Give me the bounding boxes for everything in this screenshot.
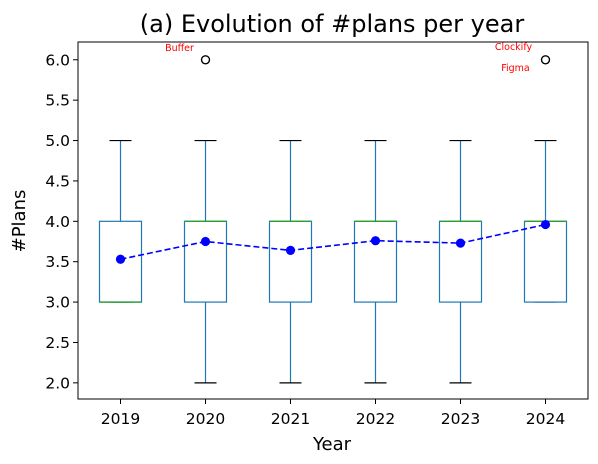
box-2020 (183, 139, 228, 384)
plot-frame (77, 41, 589, 400)
outlier-point (200, 55, 211, 65)
box-2021 (268, 139, 313, 384)
box-2019 (98, 139, 143, 303)
annotation-label: Figma (501, 63, 530, 74)
mean-point (370, 236, 381, 246)
box-iqr (438, 220, 483, 303)
y-tick-label: 2.0 (45, 374, 70, 392)
x-tick-label: 2024 (526, 410, 565, 428)
box-iqr (183, 220, 228, 303)
mean-point (285, 245, 296, 255)
chart-title: (a) Evolution of #plans per year (140, 10, 525, 38)
x-tick-label: 2022 (356, 410, 395, 428)
x-tick-label: 2023 (441, 410, 480, 428)
x-tick-label: 2021 (271, 410, 310, 428)
annotation-label: Buffer (165, 43, 194, 54)
x-axis-label: Year (312, 434, 352, 455)
box-iqr (523, 220, 568, 303)
y-tick-label: 2.5 (45, 334, 70, 352)
y-tick-label: 5.5 (45, 92, 70, 110)
y-tick-label: 3.0 (45, 294, 70, 312)
annotation-label: Clockify (495, 42, 533, 53)
y-tick-label: 5.0 (45, 132, 70, 150)
mean-point (115, 254, 126, 264)
x-tick-label: 2020 (186, 410, 225, 428)
y-tick-label: 4.0 (45, 213, 70, 231)
y-tick-label: 6.0 (45, 51, 70, 69)
mean-line (120, 223, 546, 261)
x-tick-label: 2019 (101, 410, 140, 428)
mean-point (540, 219, 551, 230)
outlier-point (540, 55, 551, 65)
box-iqr (268, 220, 313, 303)
y-tick-label: 3.5 (45, 253, 70, 271)
y-tick-label: 4.5 (45, 172, 70, 190)
box-2022 (353, 139, 398, 384)
box-iqr (353, 220, 398, 303)
mean-point (200, 236, 211, 247)
plot-area: Buffer Clockify Figma 2.0 2.5 3.0 3.5 4.0 4.5 5.0… (45, 41, 589, 428)
box-2023 (438, 139, 483, 384)
y-axis-label: #Plans (9, 190, 30, 253)
mean-point (455, 238, 466, 248)
